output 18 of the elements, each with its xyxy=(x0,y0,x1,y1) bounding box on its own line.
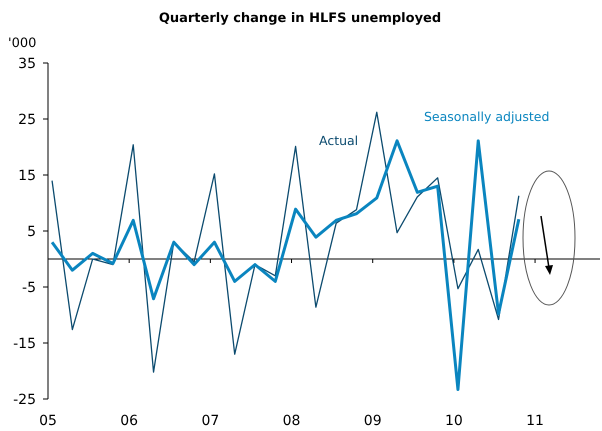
x-tick-label: 05 xyxy=(39,413,57,429)
y-tick-label: -25 xyxy=(13,392,36,408)
x-tick-label: 08 xyxy=(282,413,300,429)
x-tick-label: 07 xyxy=(201,413,220,429)
x-tick-label: 11 xyxy=(526,413,544,429)
y-tick-label: -15 xyxy=(13,336,36,352)
y-axis-title: '000 xyxy=(8,36,36,51)
y-tick-label: 5 xyxy=(27,224,36,240)
x-tick-label: 10 xyxy=(444,413,463,429)
x-tick-label: 09 xyxy=(364,413,382,429)
series-label: Actual xyxy=(319,133,358,148)
y-tick-label: -5 xyxy=(22,280,36,296)
x-tick-label: 06 xyxy=(120,413,138,429)
chart-title: Quarterly change in HLFS unemployed xyxy=(158,11,442,26)
y-tick-label: 25 xyxy=(18,112,36,128)
text: Seasonally adjusted xyxy=(424,109,550,124)
y-tick-label: 35 xyxy=(18,56,36,72)
y-tick-label: 15 xyxy=(18,168,36,184)
